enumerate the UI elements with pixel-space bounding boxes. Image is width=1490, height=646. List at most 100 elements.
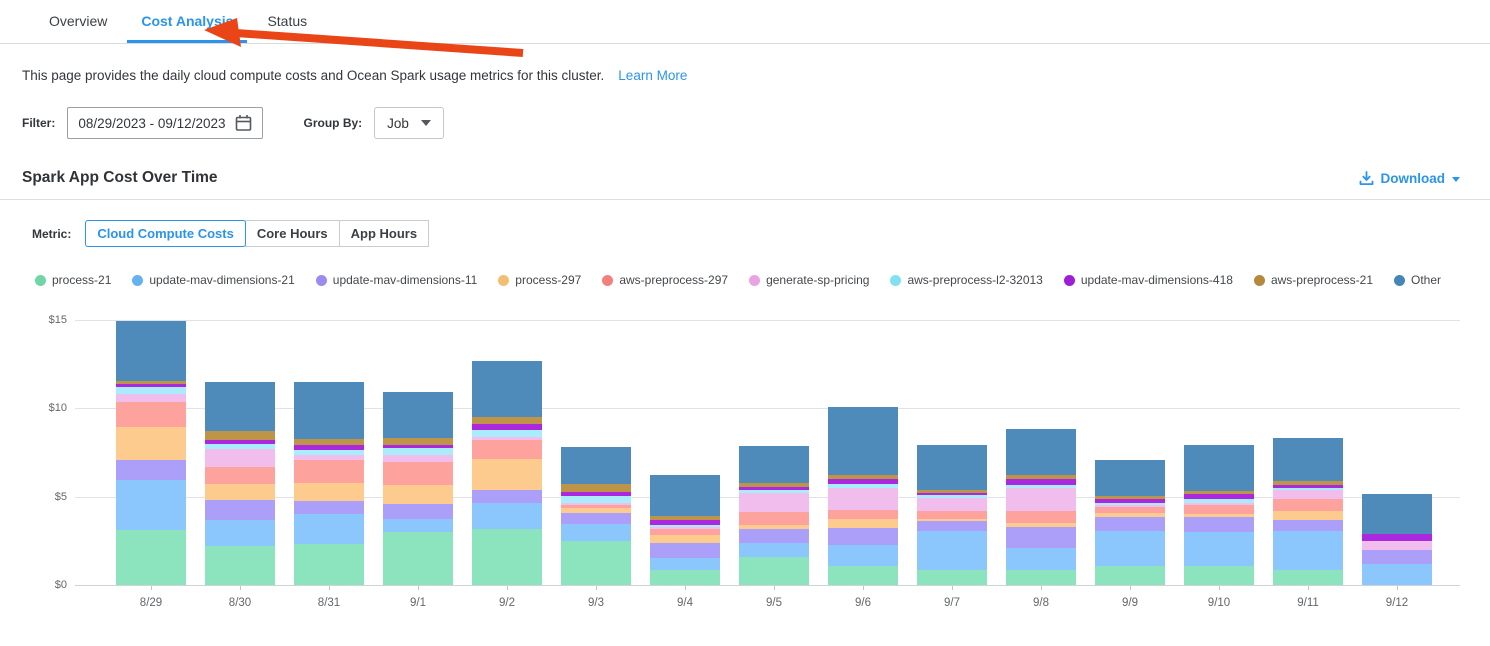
bar-segment-other [561, 447, 631, 485]
bar-segment-other [205, 381, 275, 432]
bar-9-5[interactable] [739, 446, 809, 585]
y-axis-tick-label: $0 [54, 579, 67, 591]
page-description: This page provides the daily cloud compu… [22, 68, 1490, 83]
bar-9-12[interactable] [1362, 494, 1432, 585]
bar-segment-process-21 [294, 544, 364, 585]
x-axis-tick-label: 9/11 [1297, 597, 1319, 609]
tab-bar: Overview Cost Analysis Status [0, 0, 1490, 44]
bar-9-1[interactable] [383, 391, 453, 585]
legend-item-generate-sp-pricing[interactable]: generate-sp-pricing [749, 273, 869, 287]
legend-dot-icon [132, 274, 144, 286]
bar-segment-aws-preprocess-l2-32013 [383, 448, 453, 456]
download-button[interactable]: Download [1359, 170, 1460, 186]
download-chevron-icon [1452, 176, 1460, 182]
x-axis-tick [685, 586, 686, 590]
bar-segment-aws-preprocess-21 [561, 484, 631, 493]
bar-segment-aws-preprocess-297 [650, 529, 720, 536]
legend-label: generate-sp-pricing [766, 273, 870, 287]
bar-segment-aws-preprocess-21 [1184, 491, 1254, 494]
x-axis-tick [151, 586, 152, 590]
bar-9-3[interactable] [561, 447, 631, 585]
gridline-0 [75, 585, 1460, 586]
bar-segment-aws-preprocess-l2-32013 [1273, 487, 1343, 491]
legend-dot-icon [1253, 274, 1265, 286]
bar-8-29[interactable] [116, 320, 186, 585]
bar-9-10[interactable] [1184, 445, 1254, 585]
bar-segment-other [828, 407, 898, 476]
bar-segment-process-21 [1184, 566, 1254, 585]
bar-segment-aws-preprocess-21 [828, 475, 898, 479]
bar-segment-aws-preprocess-297 [116, 402, 186, 427]
legend-item-aws-preprocess-l2-32013[interactable]: aws-preprocess-l2-32013 [890, 273, 1043, 287]
metric-option-app-hours[interactable]: App Hours [338, 220, 430, 247]
bar-segment-update-mav-dimensions-21 [739, 542, 809, 557]
tab-status[interactable]: Status [267, 13, 308, 29]
bar-segment-update-mav-dimensions-11 [917, 521, 987, 532]
x-axis-tick-label: 9/3 [588, 597, 604, 609]
x-axis-tick [329, 586, 330, 590]
legend-item-aws-preprocess-21[interactable]: aws-preprocess-21 [1253, 273, 1373, 287]
metric-row: Metric: Cloud Compute Costs Core Hours A… [32, 220, 1490, 247]
bar-segment-process-297 [116, 426, 186, 461]
bar-segment-other [1362, 494, 1432, 534]
bar-8-31[interactable] [294, 381, 364, 585]
metric-option-cloud-compute-costs[interactable]: Cloud Compute Costs [85, 220, 246, 247]
bar-segment-aws-preprocess-l2-32013 [739, 490, 809, 494]
bar-segment-aws-preprocess-297 [294, 459, 364, 484]
legend-item-other[interactable]: Other [1394, 273, 1441, 287]
download-label: Download [1380, 170, 1446, 186]
bar-9-7[interactable] [917, 445, 987, 585]
bar-segment-generate-sp-pricing [828, 487, 898, 510]
bar-9-2[interactable] [472, 360, 542, 585]
bar-9-6[interactable] [828, 407, 898, 585]
x-axis-tick-label: 9/1 [410, 597, 426, 609]
bar-segment-generate-sp-pricing [561, 502, 631, 505]
tab-overview[interactable]: Overview [49, 13, 108, 29]
tab-cost-analysis[interactable]: Cost Analysis [127, 3, 248, 43]
date-range-picker[interactable]: 08/29/2023 - 09/12/2023 [67, 107, 264, 139]
bar-9-4[interactable] [650, 475, 720, 585]
bar-segment-aws-preprocess-l2-32013 [917, 494, 987, 498]
bar-segment-update-mav-dimensions-11 [1095, 516, 1165, 532]
group-by-select[interactable]: Job [374, 107, 444, 139]
bar-segment-generate-sp-pricing [383, 455, 453, 463]
bar-segment-aws-preprocess-l2-32013 [116, 387, 186, 395]
x-axis-tick [774, 586, 775, 590]
x-axis-tick [1041, 586, 1042, 590]
x-axis-tick-label: 8/30 [228, 597, 252, 609]
bar-segment-aws-preprocess-297 [561, 504, 631, 509]
x-axis-tick [1219, 586, 1220, 590]
bar-segment-update-mav-dimensions-11 [739, 529, 809, 543]
legend-label: aws-preprocess-297 [619, 273, 729, 287]
bar-segment-aws-preprocess-l2-32013 [828, 484, 898, 488]
bar-segment-process-297 [383, 485, 453, 504]
date-range-value: 08/29/2023 - 09/12/2023 [78, 115, 226, 131]
bar-segment-update-mav-dimensions-418 [1095, 499, 1165, 503]
bar-segment-process-21 [561, 540, 631, 585]
bar-segment-generate-sp-pricing [205, 448, 275, 468]
legend-item-update-mav-dimensions-418[interactable]: update-mav-dimensions-418 [1063, 273, 1233, 287]
bar-9-8[interactable] [1006, 428, 1076, 585]
bar-segment-update-mav-dimensions-11 [472, 489, 542, 503]
legend-item-aws-preprocess-297[interactable]: aws-preprocess-297 [602, 273, 728, 287]
learn-more-link[interactable]: Learn More [618, 68, 688, 83]
bar-segment-process-297 [1184, 514, 1254, 517]
bar-segment-process-297 [650, 535, 720, 543]
x-axis-tick-label: 9/12 [1385, 597, 1409, 609]
group-by-label: Group By: [303, 116, 363, 130]
bar-segment-aws-preprocess-297 [472, 440, 542, 459]
bar-8-30[interactable] [205, 381, 275, 585]
bar-9-11[interactable] [1273, 438, 1343, 585]
x-axis-tick-label: 9/7 [944, 597, 960, 609]
legend-item-process-21[interactable]: process-21 [35, 273, 111, 287]
legend-item-process-297[interactable]: process-297 [498, 273, 581, 287]
x-axis-tick-label: 9/8 [1033, 597, 1049, 609]
legend-item-update-mav-dimensions-11[interactable]: update-mav-dimensions-11 [315, 273, 477, 287]
x-axis-tick [952, 586, 953, 590]
bar-segment-update-mav-dimensions-11 [205, 500, 275, 521]
bar-9-9[interactable] [1095, 459, 1165, 585]
legend-item-update-mav-dimensions-21[interactable]: update-mav-dimensions-21 [132, 273, 295, 287]
bar-segment-aws-preprocess-21 [116, 380, 186, 385]
metric-label: Metric: [32, 226, 72, 241]
metric-option-core-hours[interactable]: Core Hours [244, 220, 340, 247]
